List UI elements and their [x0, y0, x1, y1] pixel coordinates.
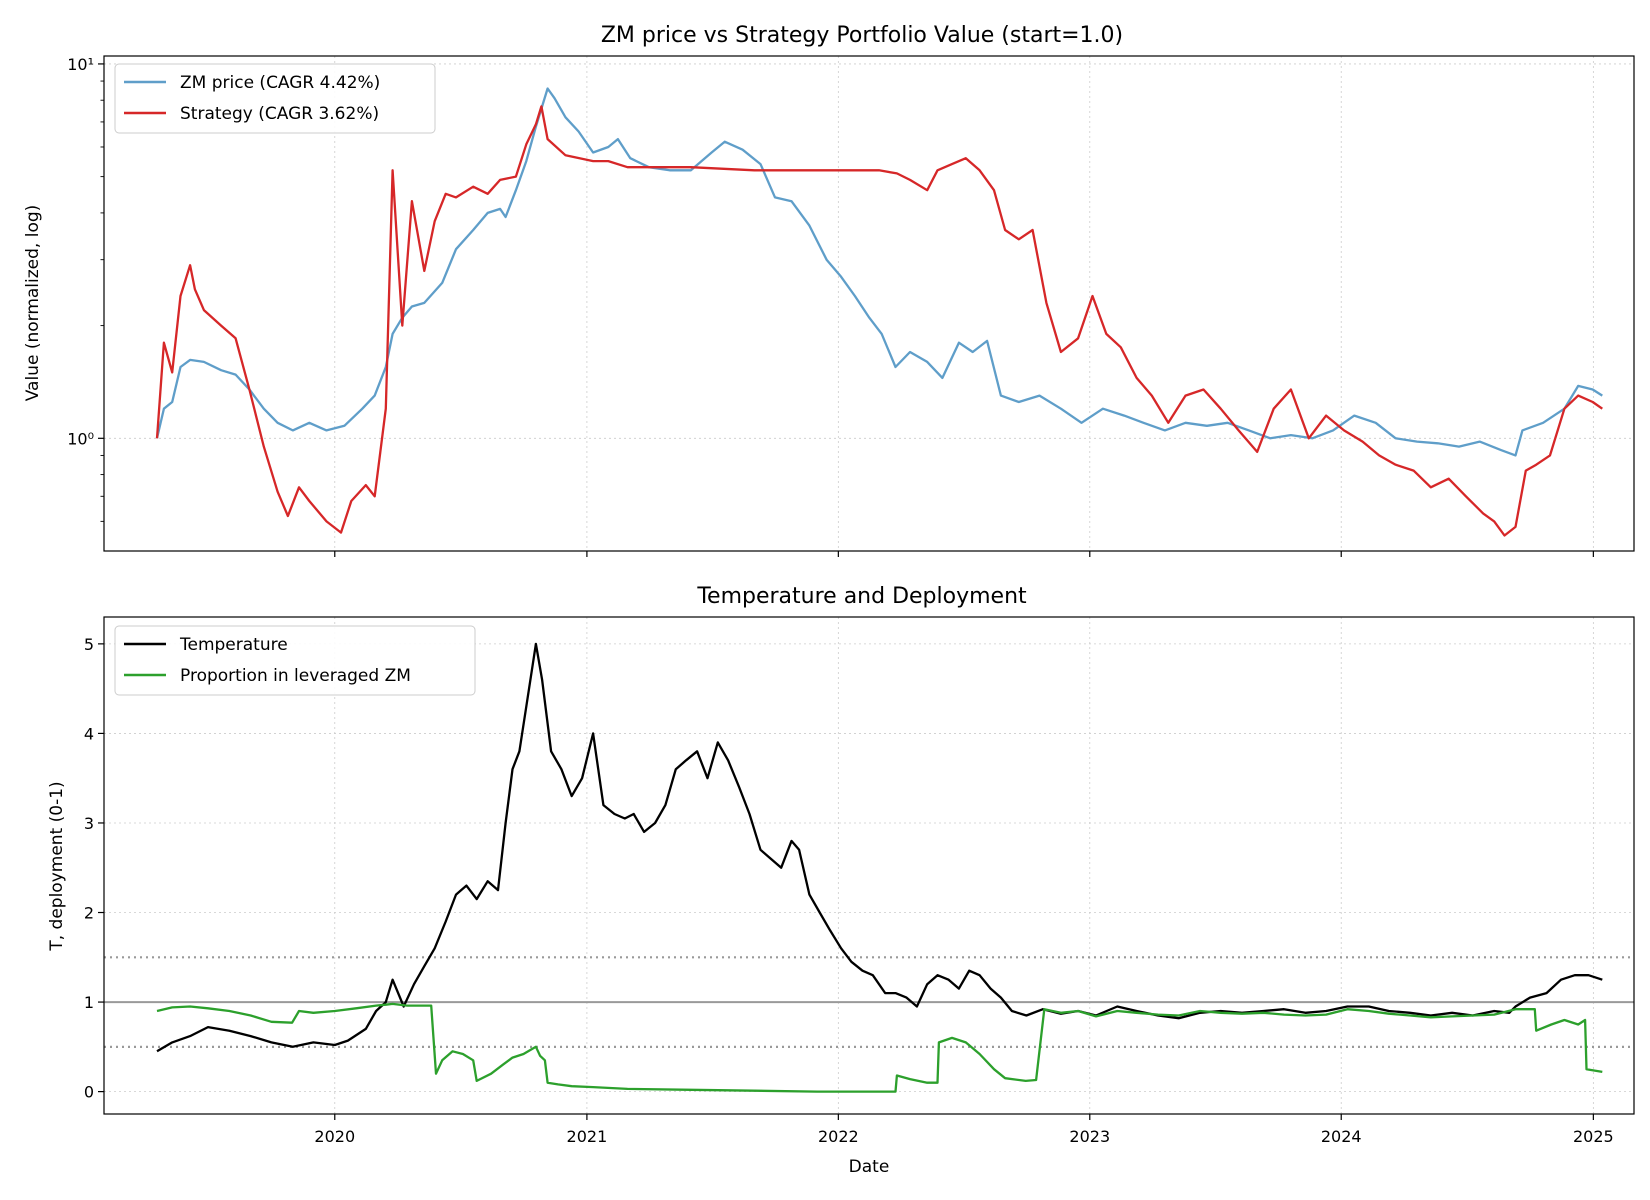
bottom-xtick-label: 2024: [1321, 1127, 1362, 1146]
bottom-legend-box: [114, 625, 476, 696]
bottom-xtick-label: 2025: [1573, 1127, 1614, 1146]
bottom-xtick-label: 2020: [314, 1127, 355, 1146]
top-ytick-label: 10⁰: [67, 429, 94, 448]
top-chart-title: ZM price vs Strategy Portfolio Value (st…: [601, 23, 1123, 48]
top-chart-frame: [103, 55, 1635, 552]
bottom-xtick-label: 2022: [818, 1127, 859, 1146]
bottom-chart-reference-lines: [104, 956, 1634, 1048]
legend-label-temperature: Temperature: [179, 635, 288, 655]
bottom-chart-ylabel: T, deployment (0-1): [47, 781, 67, 951]
legend-label-strategy: Strategy (CAGR 3.62%): [180, 104, 379, 124]
bottom-chart-plot-area: [156, 642, 1603, 1093]
top-chart-axes: 10⁰ 10¹: [67, 55, 1594, 557]
top-chart-ylabel: Value (normalized, log): [23, 205, 43, 402]
bottom-chart-title: Temperature and Deployment: [696, 584, 1027, 609]
bottom-ytick-label: 0: [84, 1083, 94, 1102]
bottom-ytick-label: 1: [84, 993, 94, 1012]
bottom-chart-xlabel: Date: [849, 1157, 890, 1177]
legend-label-deployment: Proportion in leveraged ZM: [180, 666, 411, 686]
top-chart-legend: ZM price (CAGR 4.42%) Strategy (CAGR 3.6…: [114, 63, 436, 134]
bottom-chart-axes: 2020 2021 2022 2023 2024 2025 0 1 2 3 4 5: [84, 635, 1614, 1146]
bottom-ytick-label: 5: [84, 635, 94, 654]
top-series-zm-price: [155, 87, 1603, 457]
bottom-series-temperature: [156, 642, 1603, 1053]
top-legend-box: [114, 63, 436, 134]
top-chart-plot-area: [155, 87, 1603, 537]
top-series-strategy: [155, 105, 1603, 537]
top-chart-panel: ZM price vs Strategy Portfolio Value (st…: [23, 23, 1635, 557]
bottom-ytick-label: 4: [84, 724, 94, 743]
bottom-chart-legend: Temperature Proportion in leveraged ZM: [114, 625, 476, 696]
bottom-chart-panel: Temperature and Deployment 2020 2021 2022 2…: [47, 584, 1635, 1177]
top-ytick-label: 10¹: [67, 55, 94, 74]
bottom-xtick-label: 2021: [567, 1127, 608, 1146]
bottom-ytick-label: 3: [84, 814, 94, 833]
bottom-ytick-label: 2: [84, 904, 94, 923]
bottom-series-deployment: [156, 1002, 1603, 1093]
bottom-xtick-label: 2023: [1069, 1127, 1110, 1146]
bottom-chart-frame: [103, 616, 1635, 1115]
legend-label-zm-price: ZM price (CAGR 4.42%): [180, 73, 380, 93]
